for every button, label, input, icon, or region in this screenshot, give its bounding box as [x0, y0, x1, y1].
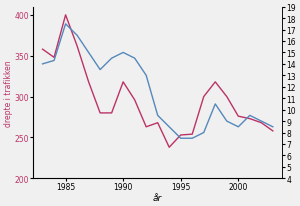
- X-axis label: år: år: [153, 193, 162, 202]
- Y-axis label: drepte i trafikken: drepte i trafikken: [4, 60, 13, 126]
